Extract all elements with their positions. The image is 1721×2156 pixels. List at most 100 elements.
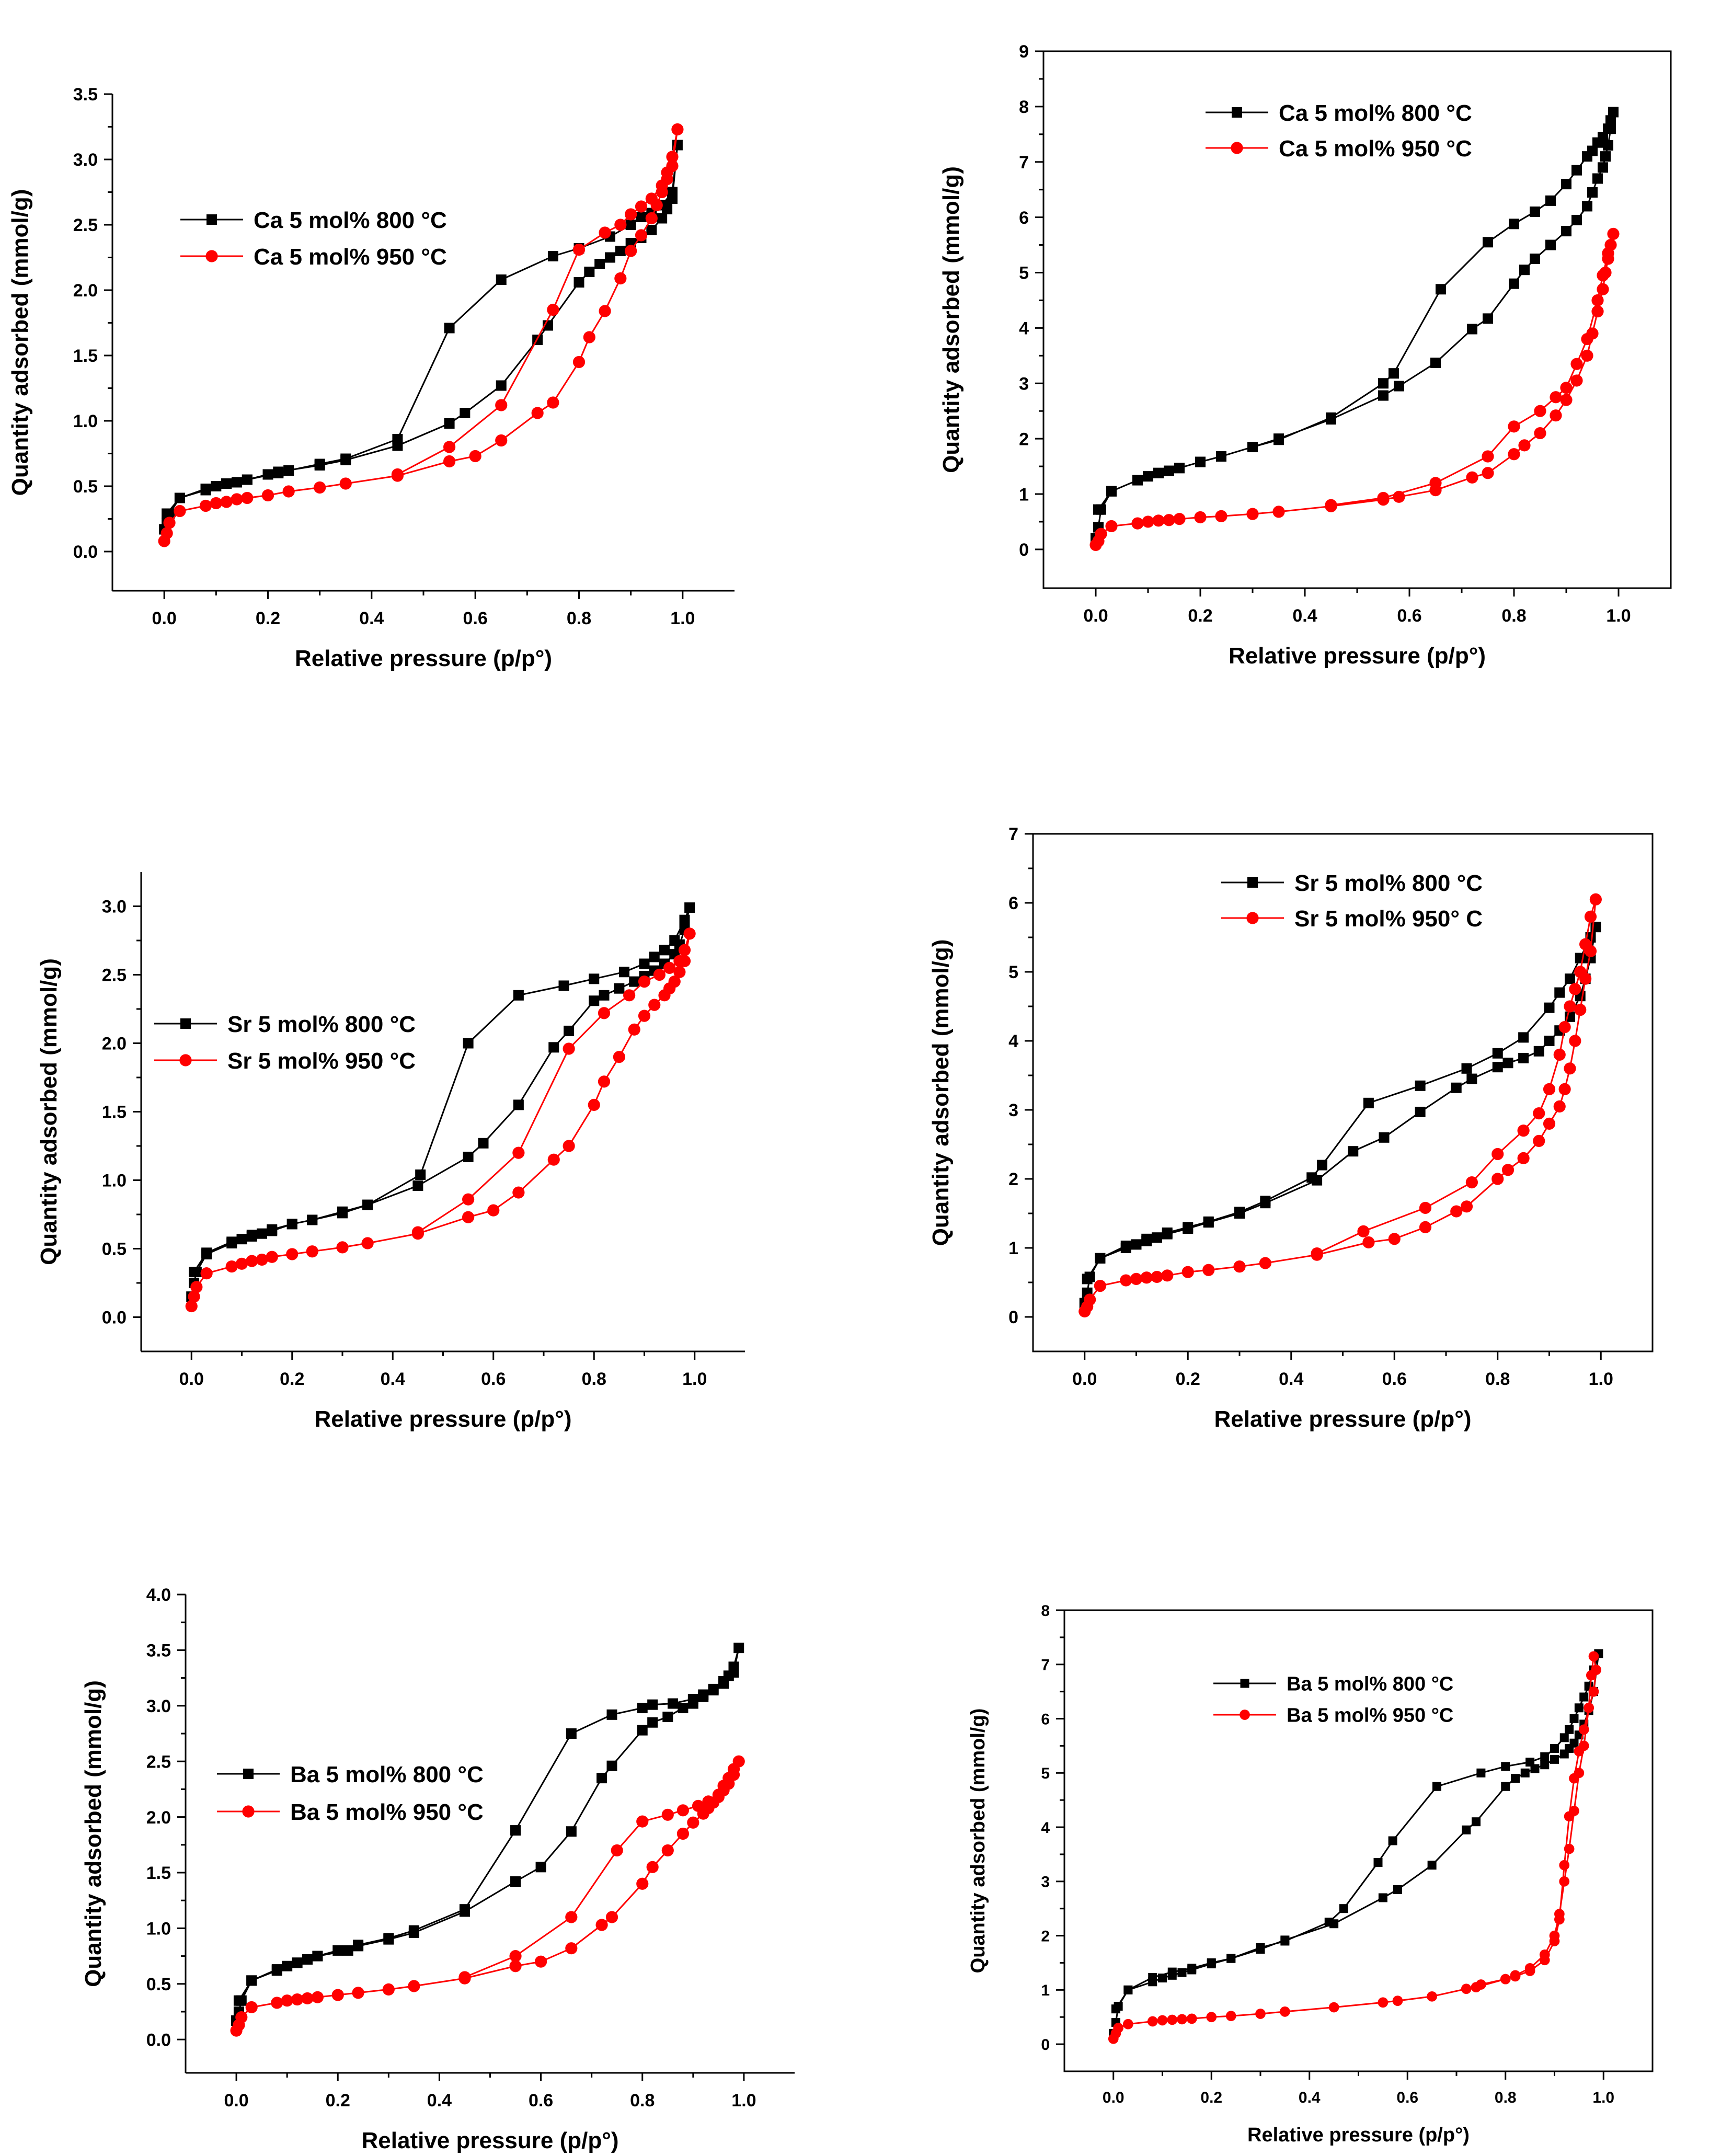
series-black-squares xyxy=(1091,107,1619,544)
data-point xyxy=(1540,1760,1550,1770)
data-point xyxy=(1152,514,1165,527)
legend-entry: Ca 5 mol% 950 °C xyxy=(180,244,447,270)
data-point xyxy=(353,1940,364,1951)
data-point xyxy=(311,1991,324,2003)
data-point xyxy=(1483,237,1493,248)
data-point xyxy=(1482,467,1494,479)
data-point xyxy=(1553,1100,1566,1113)
data-point xyxy=(558,980,569,991)
data-point xyxy=(1272,506,1285,518)
data-point xyxy=(613,1051,625,1063)
y-tick-label: 3.5 xyxy=(146,1641,171,1661)
data-point xyxy=(1430,358,1441,369)
data-point xyxy=(286,1219,297,1230)
data-point xyxy=(1525,1758,1535,1767)
data-point xyxy=(1451,1082,1462,1093)
data-point xyxy=(625,220,636,230)
data-point xyxy=(1584,910,1597,923)
y-axis-title: Quantity adsorbed (mmol/g) xyxy=(81,1680,106,1987)
data-point xyxy=(337,1206,348,1217)
data-point xyxy=(1415,1106,1426,1117)
series-red-circles xyxy=(158,123,684,547)
data-point xyxy=(1598,162,1608,173)
data-point xyxy=(615,246,626,256)
data-point xyxy=(331,1989,344,2001)
data-point xyxy=(257,1228,267,1239)
y-tick-label: 0.5 xyxy=(102,1240,127,1259)
data-point xyxy=(463,1038,474,1049)
legend-label: Sr 5 mol% 800 °C xyxy=(1294,870,1483,896)
data-point xyxy=(638,976,651,988)
data-point xyxy=(495,434,508,447)
data-point xyxy=(383,1933,394,1944)
data-point xyxy=(1560,394,1573,406)
data-point xyxy=(190,1281,203,1293)
y-tick-label: 0.5 xyxy=(146,1975,171,1994)
data-point xyxy=(163,517,176,529)
data-point xyxy=(1517,1125,1530,1137)
data-point xyxy=(657,213,668,224)
x-axis-title: Relative pressure (p/p°) xyxy=(362,2128,619,2153)
legend-marker xyxy=(205,250,218,262)
data-point xyxy=(188,1290,200,1303)
data-point xyxy=(661,1844,674,1857)
data-point xyxy=(1559,1733,1569,1742)
data-point xyxy=(1501,1762,1510,1771)
y-tick-label: 3 xyxy=(1008,1100,1018,1120)
data-point xyxy=(659,945,670,956)
data-point xyxy=(235,2011,248,2024)
data-point xyxy=(676,1827,690,1840)
data-point xyxy=(233,1995,244,2006)
data-point xyxy=(1419,1201,1432,1214)
data-point xyxy=(1550,1754,1559,1764)
data-point xyxy=(1388,1233,1401,1245)
data-point xyxy=(712,1788,725,1801)
data-point xyxy=(512,1186,525,1199)
y-tick-label: 2.0 xyxy=(102,1034,127,1054)
legend-entry: Sr 5 mol% 800 °C xyxy=(1221,870,1483,896)
y-tick-label: 0 xyxy=(1019,540,1029,560)
legend-label: Sr 5 mol% 800 °C xyxy=(227,1012,416,1037)
data-point xyxy=(1491,1148,1504,1161)
data-point xyxy=(271,1997,283,2009)
y-tick-label: 8 xyxy=(1041,1602,1050,1620)
data-point xyxy=(1558,1083,1571,1095)
y-tick-label: 1.5 xyxy=(146,1863,171,1883)
data-point xyxy=(1565,973,1575,984)
data-point xyxy=(1095,1253,1106,1264)
data-point xyxy=(1328,2002,1339,2013)
legend-marker xyxy=(1231,142,1243,154)
data-point xyxy=(584,267,595,277)
data-point xyxy=(1579,938,1592,950)
data-point xyxy=(232,477,242,488)
data-point xyxy=(1177,2014,1187,2025)
data-point xyxy=(1519,265,1530,276)
y-tick-label: 2.0 xyxy=(146,1808,171,1828)
data-point xyxy=(281,1994,293,2007)
y-tick-label: 1.0 xyxy=(73,411,98,431)
data-point xyxy=(1564,1062,1576,1075)
data-point xyxy=(210,497,222,510)
data-point xyxy=(1143,471,1153,482)
data-point xyxy=(1377,491,1390,504)
x-tick-label: 0.0 xyxy=(152,609,177,628)
y-tick-label: 1.0 xyxy=(102,1171,127,1191)
data-point xyxy=(687,1816,699,1829)
data-point xyxy=(1569,1035,1581,1047)
y-tick-label: 2.5 xyxy=(73,215,98,235)
data-point xyxy=(1565,1725,1574,1734)
data-point xyxy=(487,1204,500,1217)
data-point xyxy=(1325,499,1337,511)
data-point xyxy=(1247,442,1258,453)
data-point xyxy=(266,1251,278,1263)
data-point xyxy=(1540,1752,1550,1761)
x-tick-label: 1.0 xyxy=(1589,1369,1613,1389)
series-line xyxy=(1084,926,1597,1303)
data-point xyxy=(201,1247,212,1258)
data-point xyxy=(495,399,508,411)
x-tick-label: 0.4 xyxy=(1279,1369,1303,1389)
data-point xyxy=(673,955,686,967)
data-point xyxy=(1157,2015,1168,2026)
series-red-circles xyxy=(230,1755,745,2037)
data-point xyxy=(1164,465,1174,476)
